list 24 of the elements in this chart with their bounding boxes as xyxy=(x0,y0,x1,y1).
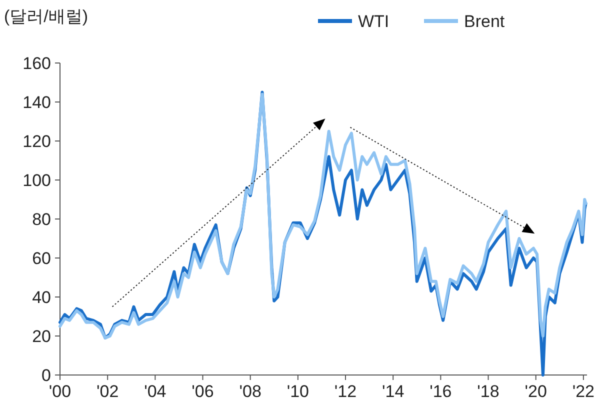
x-tick-label: '20 xyxy=(524,382,547,401)
x-tick-label: '00 xyxy=(48,382,72,401)
y-tick-label: 0 xyxy=(42,366,51,385)
y-tick-label: 60 xyxy=(32,249,51,268)
y-tick-label: 160 xyxy=(22,54,51,73)
y-tick-label: 80 xyxy=(32,210,51,229)
y-axis-title: (달러/배럴) xyxy=(4,7,88,26)
x-tick-label: '12 xyxy=(334,382,357,401)
y-tick-label: 140 xyxy=(22,93,51,112)
x-tick-label: '08 xyxy=(239,382,262,401)
y-tick-label: 120 xyxy=(22,132,51,151)
legend-label: Brent xyxy=(464,12,505,31)
x-tick-label: '16 xyxy=(430,382,452,401)
legend-label: WTI xyxy=(358,12,390,31)
x-tick-label: '10 xyxy=(286,382,309,401)
y-tick-label: 100 xyxy=(22,171,51,190)
y-tick-label: 20 xyxy=(32,327,51,346)
y-tick-label: 40 xyxy=(32,288,51,307)
x-tick-label: '22 xyxy=(572,382,595,401)
x-tick-label: '02 xyxy=(96,382,119,401)
x-tick-label: '18 xyxy=(477,382,500,401)
x-tick-label: '06 xyxy=(192,382,214,401)
x-tick-label: '04 xyxy=(144,382,166,401)
x-tick-label: '14 xyxy=(382,382,404,401)
